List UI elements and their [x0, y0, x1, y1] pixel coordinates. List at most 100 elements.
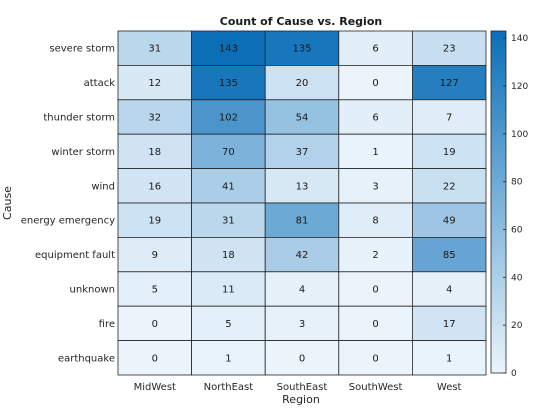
cell-value-label: 135 — [219, 78, 238, 89]
colorbar-tick-label: 40 — [511, 273, 523, 283]
cell-value-label: 4 — [299, 285, 305, 296]
cell-value-label: 1 — [225, 353, 231, 364]
heatmap-cell-severe-storm-northeast — [191, 30, 266, 66]
heatmap-cell-energy-emergency-west — [411, 202, 487, 238]
y-tick-label-earthquake: earthquake — [58, 353, 115, 364]
heatmap-cell-wind-southeast — [264, 168, 340, 204]
heatmap-cell-winter-storm-west — [411, 133, 487, 169]
cell-value-label: 7 — [446, 113, 452, 124]
heatmap-cell-fire-southeast — [264, 305, 340, 342]
cell-value-label: 4 — [446, 285, 452, 296]
y-tick-label-winter-storm: winter storm — [51, 147, 115, 158]
cell-value-label: 0 — [299, 353, 305, 364]
heatmap-cell-earthquake-southeast — [264, 340, 340, 376]
heatmap-cell-energy-emergency-southwest — [338, 202, 413, 238]
cell-value-label: 54 — [296, 113, 309, 124]
heatmap-cell-equipment-fault-midwest — [117, 236, 192, 273]
heatmap-cell-earthquake-southwest — [338, 340, 413, 376]
heatmap-cell-energy-emergency-southeast — [264, 202, 340, 238]
y-tick-labels: severe storm attack thunder storm winter st… — [21, 44, 115, 365]
colorbar-tick-label: 0 — [511, 369, 517, 379]
heatmap-cell-unknown-midwest — [117, 271, 192, 307]
y-tick-label-energy-emergency: energy emergency — [21, 216, 115, 227]
cell-value-label: 1 — [446, 353, 452, 364]
cell-value-label: 5 — [152, 285, 158, 296]
heatmap-cell-unknown-west — [411, 271, 487, 307]
cell-value-label: 23 — [443, 44, 456, 55]
cell-value-label: 127 — [440, 78, 459, 89]
cell-value-label: 18 — [222, 250, 235, 261]
heatmap-cell-severe-storm-midwest — [117, 30, 192, 66]
colorbar-tick-label: 80 — [511, 178, 523, 188]
cell-value-label: 19 — [443, 147, 456, 158]
heatmap-cell-energy-emergency-northeast — [191, 202, 266, 238]
cell-value-label: 0 — [372, 78, 378, 89]
cell-value-label: 41 — [222, 181, 235, 192]
x-axis-title: Region — [282, 393, 320, 406]
x-tick-label-midwest: MidWest — [134, 382, 176, 393]
heatmap-cell-earthquake-northeast — [191, 340, 266, 376]
cell-value-label: 13 — [296, 181, 309, 192]
cell-value-label: 9 — [152, 250, 158, 261]
heatmap-cell-attack-midwest — [117, 65, 192, 101]
cell-value-label: 19 — [148, 216, 161, 227]
heatmap-cell-winter-storm-northeast — [191, 133, 266, 169]
cell-value-label: 20 — [296, 78, 309, 89]
chart-title: Count of Cause vs. Region — [220, 15, 382, 28]
x-tick-label-northeast: NorthEast — [204, 382, 254, 393]
cell-value-label: 0 — [372, 319, 378, 330]
heatmap-cell-thunder-storm-southwest — [338, 99, 413, 135]
y-tick-label-equipment-fault: equipment fault — [35, 250, 115, 261]
heatmap-cell-winter-storm-midwest — [117, 133, 192, 169]
cell-value-label: 143 — [219, 44, 238, 55]
cell-value-label: 6 — [372, 44, 378, 55]
cell-value-label: 18 — [148, 147, 161, 158]
cell-value-label: 11 — [222, 285, 235, 296]
heatmap-cell-fire-west — [411, 305, 487, 342]
cell-value-label: 3 — [372, 181, 378, 192]
cell-value-label: 2 — [372, 250, 378, 261]
heatmap-cell-winter-storm-southwest — [338, 133, 413, 169]
colorbar — [490, 30, 507, 374]
x-tick-label-southeast: SouthEast — [277, 382, 328, 393]
cell-value-label: 0 — [372, 285, 378, 296]
x-tick-label-west: West — [437, 382, 462, 393]
cell-value-label: 22 — [443, 181, 456, 192]
cell-value-label: 3 — [299, 319, 305, 330]
cell-value-label: 12 — [148, 78, 161, 89]
colorbar-tick-label: 100 — [511, 130, 528, 140]
heatmap-cell-wind-midwest — [117, 168, 192, 204]
cell-value-label: 17 — [443, 319, 456, 330]
heatmap-cell-earthquake-midwest — [117, 340, 192, 376]
heatmap-cell-earthquake-west — [411, 340, 487, 376]
cell-value-label: 70 — [222, 147, 235, 158]
cell-value-label: 5 — [225, 319, 231, 330]
cell-value-label: 31 — [148, 44, 161, 55]
heatmap-cell-wind-west — [411, 168, 487, 204]
cell-value-label: 31 — [222, 216, 235, 227]
colorbar-tick-label: 60 — [511, 226, 523, 236]
y-tick-label-wind: wind — [91, 181, 115, 192]
cell-value-label: 0 — [372, 353, 378, 364]
heatmap-cell-attack-west — [411, 65, 487, 101]
x-tick-labels: MidWest NorthEast SouthEast SouthWest West — [134, 382, 462, 393]
cell-value-label: 0 — [152, 319, 158, 330]
colorbar-tick-label: 140 — [511, 34, 528, 44]
heatmap-cell-fire-northeast — [191, 305, 266, 342]
cell-value-label: 6 — [372, 113, 378, 124]
heatmap-cell-winter-storm-southeast — [264, 133, 340, 169]
heatmap-cell-attack-southeast — [264, 65, 340, 101]
y-tick-label-fire: fire — [99, 319, 115, 330]
cell-value-label: 135 — [292, 44, 311, 55]
cell-value-label: 102 — [219, 113, 238, 124]
cell-value-label: 16 — [148, 181, 161, 192]
cell-value-label: 37 — [296, 147, 309, 158]
heatmap-cell-unknown-southwest — [338, 271, 413, 307]
cell-value-label: 0 — [152, 353, 158, 364]
colorbar-tick-label: 20 — [511, 321, 523, 331]
cell-value-label: 1 — [372, 147, 378, 158]
y-tick-label-severe-storm: severe storm — [49, 44, 115, 55]
y-tick-label-unknown: unknown — [70, 285, 115, 296]
